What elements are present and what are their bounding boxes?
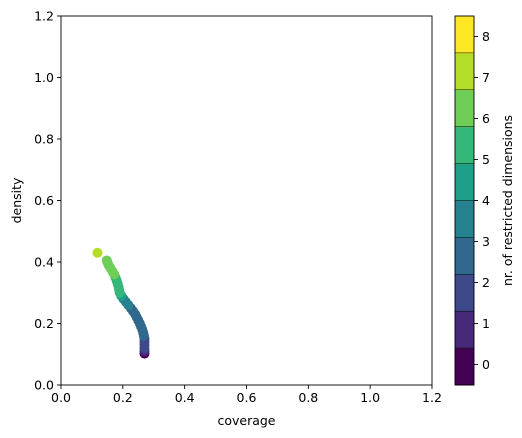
colorbar-band	[455, 16, 474, 54]
y-tick-label: 0.0	[34, 378, 54, 393]
colorbar-tick-label: 2	[482, 275, 490, 290]
colorbar-band	[455, 274, 474, 312]
colorbar-band	[455, 126, 474, 165]
colorbar-tick-label: 0	[482, 357, 490, 372]
colorbar-band	[455, 311, 474, 349]
colorbar-tick-label: 8	[482, 29, 490, 44]
colorbar-tick-label: 7	[482, 70, 490, 85]
colorbar-label: nr. of restricted dimensions	[500, 115, 515, 286]
colorbar-band	[455, 237, 474, 275]
x-tick-label: 0.0	[51, 390, 71, 405]
colorbar-band	[455, 89, 474, 128]
colorbar-ticks: 0 1 2 3 4 5 6 7 8	[474, 29, 490, 372]
colorbar-tick-label: 5	[482, 152, 490, 167]
scatter-point	[92, 247, 103, 258]
colorbar-band	[455, 163, 474, 201]
colorbar-band	[455, 200, 474, 238]
x-axis-label: coverage	[217, 413, 275, 428]
x-tick-label: 0.2	[113, 390, 133, 405]
colorbar	[455, 16, 474, 386]
scatter-points	[92, 247, 150, 359]
x-axis-ticks: 0.0 0.2 0.4 0.6 0.8 1.0 1.2	[51, 385, 442, 405]
y-axis-label: density	[9, 177, 24, 223]
x-tick-label: 1.2	[422, 390, 442, 405]
y-tick-label: 1.2	[34, 9, 54, 24]
x-tick-label: 0.6	[237, 390, 257, 405]
x-tick-label: 0.8	[298, 390, 318, 405]
plot-area	[61, 16, 432, 385]
colorbar-tick-label: 1	[482, 316, 490, 331]
colorbar-band	[455, 52, 474, 91]
colorbar-tick-label: 4	[482, 193, 490, 208]
colorbar-band	[455, 348, 474, 386]
x-tick-label: 1.0	[360, 390, 380, 405]
y-tick-label: 0.4	[34, 255, 54, 270]
colorbar-tick-label: 6	[482, 111, 490, 126]
y-axis-ticks: 0.0 0.2 0.4 0.6 0.8 1.0 1.2	[34, 9, 61, 393]
colorbar-tick-label: 3	[482, 234, 490, 249]
y-tick-label: 0.2	[34, 316, 54, 331]
y-tick-label: 0.6	[34, 193, 54, 208]
x-tick-label: 0.4	[175, 390, 195, 405]
scatter-point	[101, 255, 112, 266]
y-tick-label: 1.0	[34, 70, 54, 85]
y-tick-label: 0.8	[34, 132, 54, 147]
